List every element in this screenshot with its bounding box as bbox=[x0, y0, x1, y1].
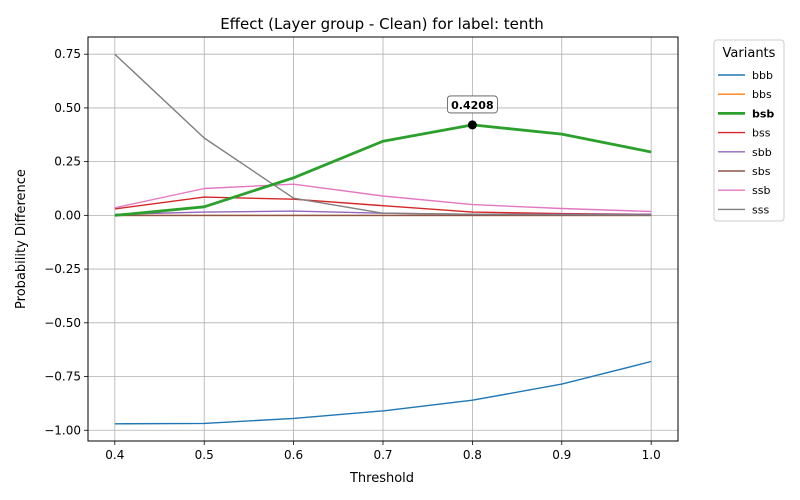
series-layer bbox=[114, 53, 652, 425]
y-tick-label: 0.25 bbox=[54, 155, 81, 169]
peak-annotation: 0.4208 bbox=[446, 95, 498, 130]
chart-title: Effect (Layer group - Clean) for label: … bbox=[220, 15, 544, 33]
y-axis-ticks: 0.75 0.50 0.25 0.00 −0.25 −0.50 −0.75 −1.00 bbox=[44, 47, 88, 437]
x-tick-label: 1.0 bbox=[642, 448, 661, 462]
legend-label-bsb: bsb bbox=[752, 107, 774, 120]
legend-label-ssb: ssb bbox=[752, 184, 770, 197]
annotation-box bbox=[446, 95, 498, 114]
legend-label-sss: sss bbox=[752, 203, 769, 216]
series-line-bbb bbox=[114, 360, 652, 425]
legend-title: Variants bbox=[723, 46, 776, 61]
series-line-ssb bbox=[114, 183, 652, 213]
y-tick-label: 0.50 bbox=[54, 101, 81, 115]
annotation-marker bbox=[467, 120, 477, 130]
legend-label-bss: bss bbox=[752, 127, 771, 140]
x-tick-label: 0.8 bbox=[463, 448, 482, 462]
series-line-bsb bbox=[114, 123, 652, 217]
x-tick-label: 0.6 bbox=[284, 448, 303, 462]
x-axis-label: Threshold bbox=[349, 471, 414, 486]
legend-label-sbb: sbb bbox=[752, 146, 772, 159]
annotation-label: 0.4208 bbox=[451, 99, 493, 112]
grid-lines bbox=[88, 37, 678, 441]
legend-frame bbox=[713, 39, 785, 222]
series-line-sss bbox=[114, 53, 652, 216]
x-axis-ticks: 0.4 0.5 0.6 0.7 0.8 0.9 1.0 bbox=[105, 441, 661, 462]
legend-label-bbb: bbb bbox=[752, 69, 773, 82]
x-tick-label: 0.4 bbox=[105, 448, 124, 462]
x-tick-label: 0.9 bbox=[552, 448, 571, 462]
y-tick-label: −0.50 bbox=[44, 316, 81, 330]
y-tick-label: 0.00 bbox=[54, 208, 81, 222]
legend: Variants bbb bbs bsb bss sbb sbs ssb sss bbox=[713, 39, 785, 222]
legend-label-sbs: sbs bbox=[752, 165, 771, 178]
y-tick-label: 0.75 bbox=[54, 47, 81, 61]
y-tick-label: −0.25 bbox=[44, 262, 81, 276]
y-tick-label: −1.00 bbox=[44, 423, 81, 437]
y-axis-label: Probability Difference bbox=[14, 169, 29, 309]
y-tick-label: −0.75 bbox=[44, 370, 81, 384]
legend-label-bbs: bbs bbox=[752, 88, 772, 101]
x-tick-label: 0.7 bbox=[373, 448, 392, 462]
x-tick-label: 0.5 bbox=[195, 448, 214, 462]
